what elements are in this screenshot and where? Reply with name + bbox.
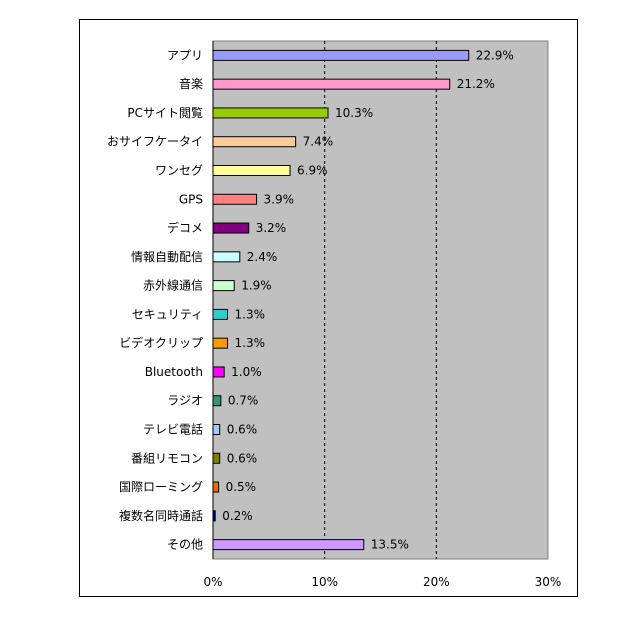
data-label: 0.6% [227,451,258,465]
category-label: 国際ローミング [119,480,203,494]
bar [212,49,470,61]
bar [212,222,250,234]
bar [212,136,297,148]
bar [212,165,291,176]
bar [212,395,222,407]
data-label: 1.3% [235,307,266,321]
category-label: デコメ [167,220,203,235]
data-label: 0.7% [228,394,258,408]
x-tick-label: 30% [535,575,562,589]
data-label: 3.2% [256,221,287,235]
category-label: テレビ電話 [143,422,203,437]
category-label: その他 [167,538,203,552]
category-label: 赤外線通信 [143,278,203,293]
data-label: 1.0% [231,365,262,379]
category-label: 音楽 [179,76,203,91]
bar [212,424,221,435]
bar [212,78,451,90]
plot-area [212,40,549,560]
category-label: 情報自動配信 [131,250,203,264]
data-label: 7.4% [303,135,334,149]
bar [212,539,365,551]
data-label: 22.9% [476,48,514,62]
data-label: 2.4% [247,250,277,264]
bar [212,308,229,320]
bar [212,510,216,522]
bar [212,107,329,119]
bar [212,280,235,292]
bar [212,337,229,349]
category-label: Bluetooth [145,365,203,379]
data-label: 10.3% [335,106,373,120]
category-label: おサイフケータイ [107,135,203,149]
data-label: 13.5% [371,538,409,552]
bar [212,481,220,493]
bar [212,366,225,378]
data-label: 21.2% [457,77,495,91]
category-label: セキュリティ [132,307,203,321]
data-label: 0.5% [226,480,256,494]
data-label: 1.3% [235,336,266,350]
data-label: 3.9% [264,192,295,206]
x-tick-label: 10% [311,575,338,589]
category-label: 複数名同時通話 [119,508,203,523]
data-label: 0.6% [227,423,258,437]
data-label: 1.9% [241,279,272,293]
category-label: ビデオクリップ [119,335,203,350]
bar [212,251,241,263]
category-label: ワンセグ [155,164,203,178]
x-tick-label: 20% [423,575,450,589]
bar [212,452,221,464]
data-label: 6.9% [297,164,328,178]
category-label: PCサイト閲覧 [127,106,203,120]
x-tick-label: 0% [203,575,222,589]
category-label: アプリ [167,48,203,62]
category-label: 番組リモコン [131,451,203,465]
bar [212,193,258,205]
category-label: GPS [179,192,203,206]
data-label: 0.2% [222,509,253,523]
category-label: ラジオ [167,394,203,408]
